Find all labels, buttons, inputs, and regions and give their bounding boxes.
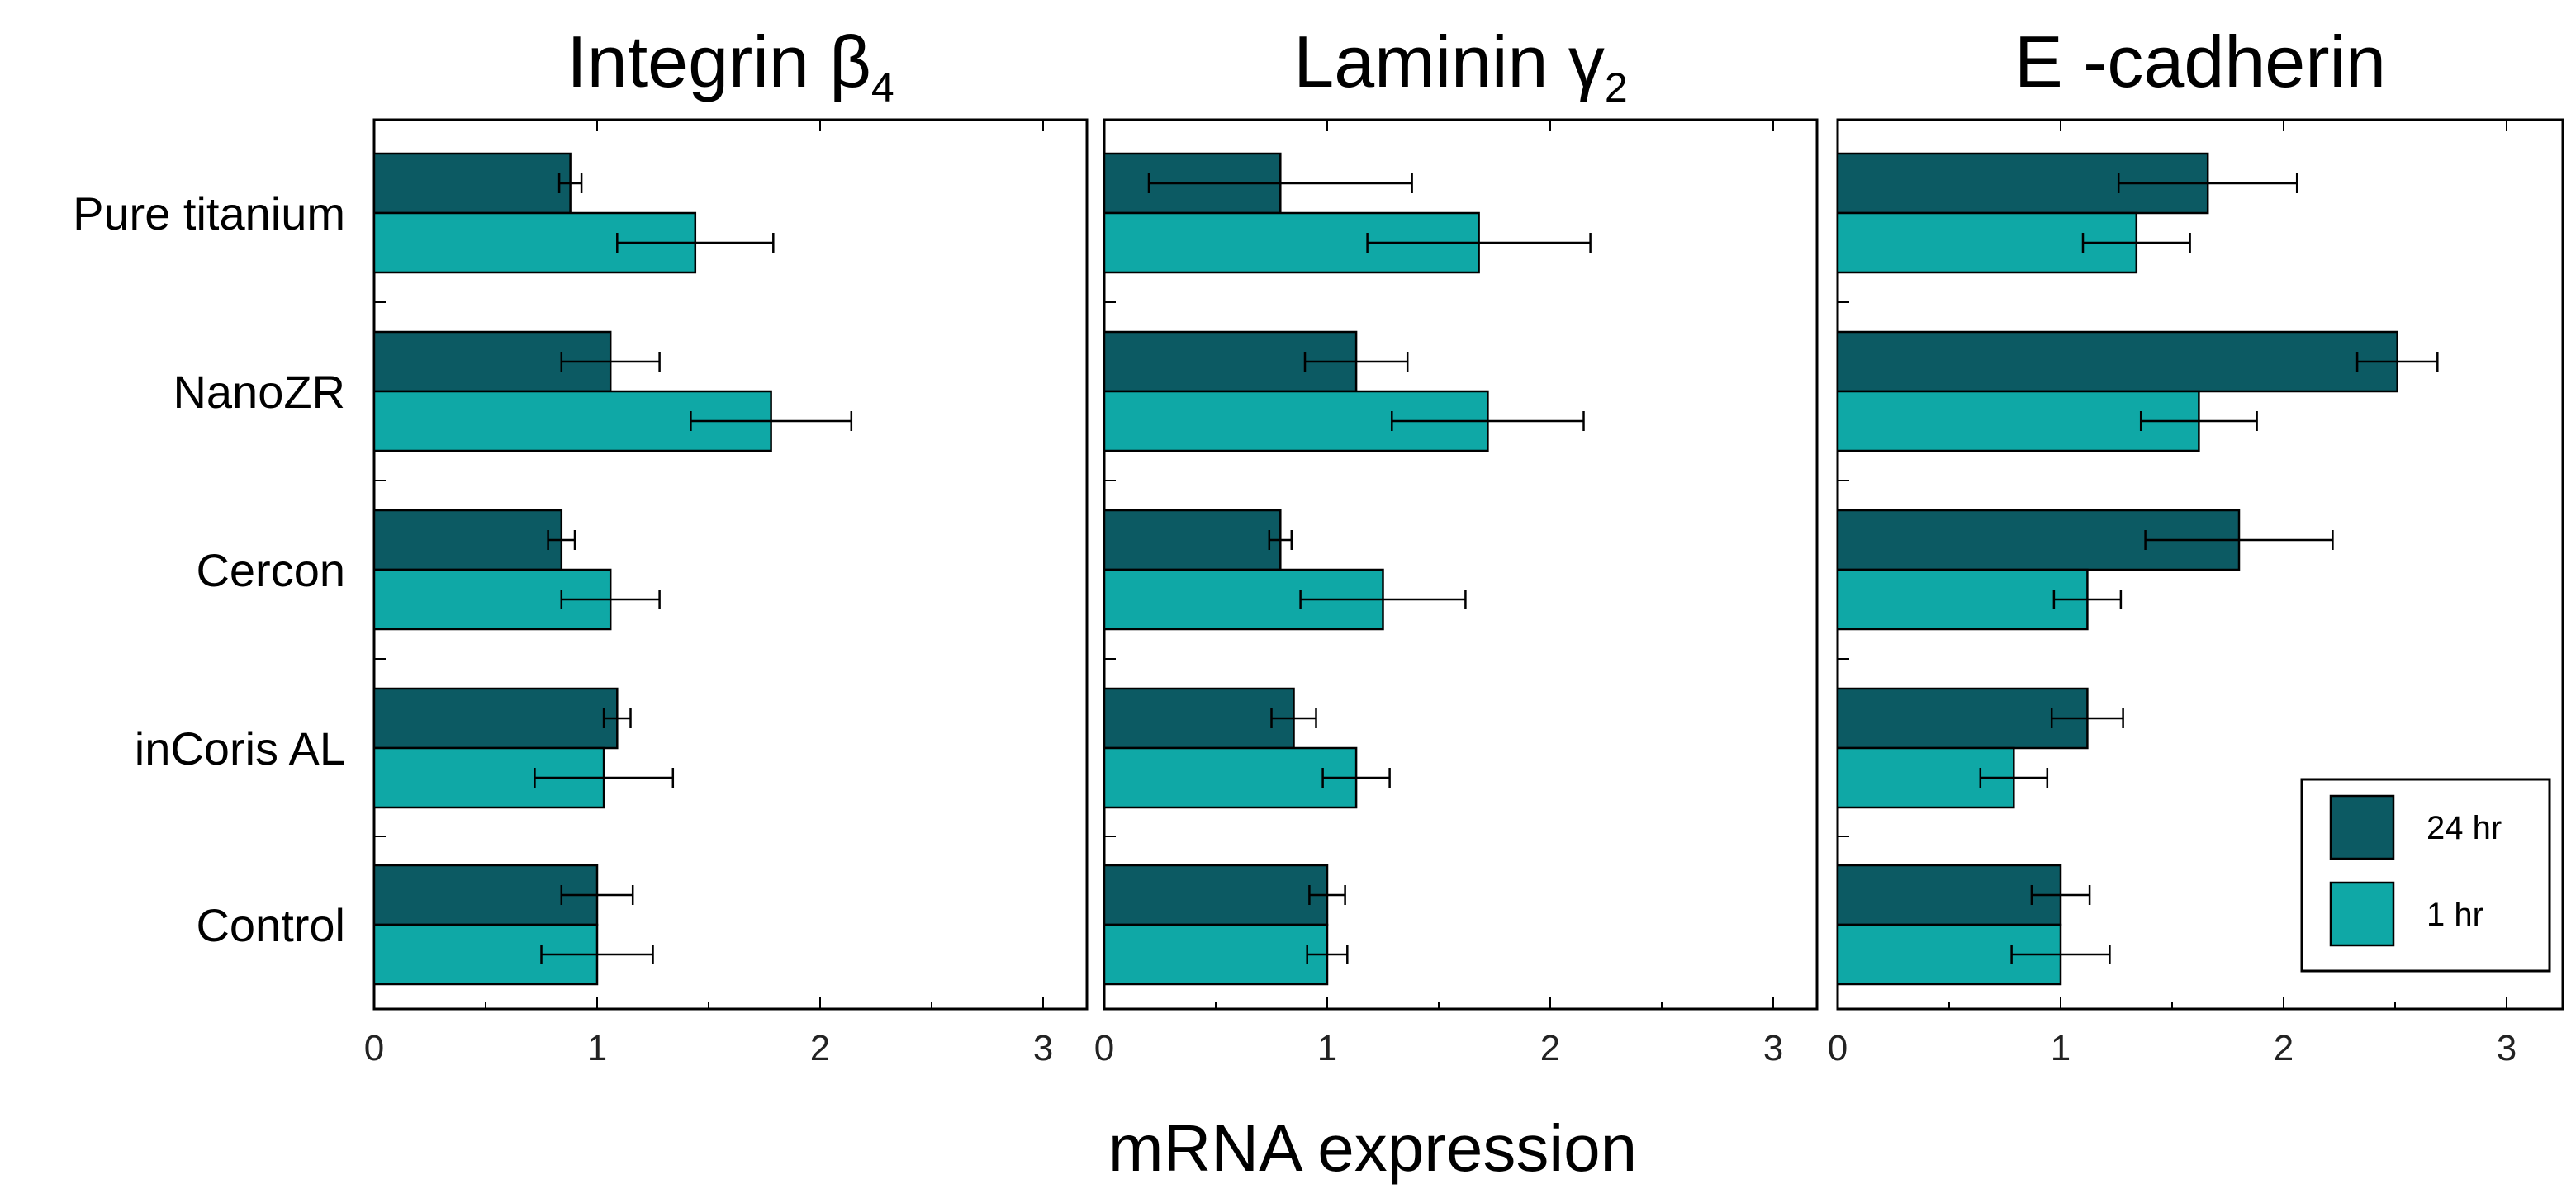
x-tick-label: 0 [1094, 1028, 1114, 1068]
panel-title: Integrin β4 [567, 21, 894, 111]
legend-swatch-24-hr [2329, 794, 2395, 860]
panel-title-text: Integrin β [567, 21, 871, 102]
bar-incoris-al-24-hr [372, 687, 619, 750]
bar-nanozr-24-hr [1836, 330, 2398, 393]
bar-incoris-al-24-hr [1836, 687, 2089, 750]
bar-pure-titanium-24-hr [372, 152, 572, 215]
bar-control-24-hr [1103, 864, 1329, 926]
category-label-pure-titanium: Pure titanium [73, 187, 345, 239]
x-tick-label: 1 [587, 1028, 607, 1068]
bar-cercon-24-hr [372, 509, 563, 571]
bar-control-24-hr [1836, 864, 2062, 926]
x-tick-label: 3 [1763, 1028, 1783, 1068]
legend-label-24-hr: 24 hr [2427, 810, 2502, 846]
panel-2: Laminin γ20 1 2 3 [1094, 21, 1819, 1068]
x-tick-label: 0 [364, 1028, 384, 1068]
category-label-nanozr: NanoZR [173, 366, 345, 418]
category-label-incoris-al: inCoris AL [135, 722, 345, 774]
panel-title-subscript: 4 [871, 64, 894, 111]
category-label-control: Control [196, 899, 345, 951]
panel-3: E -cadherin 0 1 2 3 [1828, 21, 2564, 1068]
bar-control-24-hr [372, 864, 599, 926]
x-tick-label: 0 [1828, 1028, 1848, 1068]
bar-cercon-1-hr [1836, 568, 2089, 631]
x-tick-label: 1 [1317, 1028, 1337, 1068]
panel-title-text: E -cadherin [2014, 21, 2386, 102]
x-tick-label: 2 [810, 1028, 830, 1068]
legend-swatch-1-hr [2329, 881, 2395, 947]
x-tick-label: 2 [1540, 1028, 1560, 1068]
x-tick-label: 3 [2497, 1028, 2517, 1068]
panel-1: Integrin β4 0 1 2 3 [364, 21, 1089, 1068]
x-axis-title: mRNA expression [1108, 1111, 1637, 1185]
bar-incoris-al-24-hr [1103, 687, 1295, 750]
bar-incoris-al-1-hr [1103, 746, 1358, 809]
legend-label-1-hr: 1 hr [2427, 897, 2483, 933]
x-tick-label: 2 [2274, 1028, 2294, 1068]
legend: 24 hr 1 hr [2300, 778, 2551, 973]
category-label-cercon: Cercon [196, 544, 345, 596]
panel-title-text: Laminin γ [1293, 21, 1605, 102]
panel-title: E -cadherin [2014, 21, 2386, 102]
bar-cercon-24-hr [1103, 509, 1282, 571]
x-tick-label: 3 [1033, 1028, 1053, 1068]
x-tick-label: 1 [2051, 1028, 2071, 1068]
bar-control-1-hr [1103, 923, 1329, 986]
panel-title: Laminin γ2 [1293, 21, 1627, 111]
panel-title-subscript: 2 [1605, 64, 1628, 111]
